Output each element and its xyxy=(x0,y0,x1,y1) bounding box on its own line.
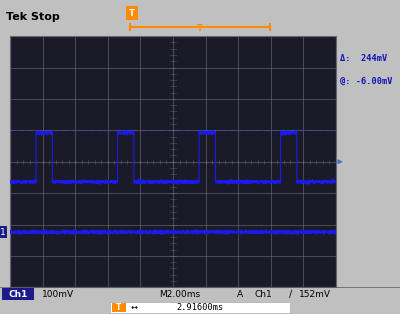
Text: M2.00ms: M2.00ms xyxy=(160,290,200,299)
FancyBboxPatch shape xyxy=(2,288,34,300)
Text: 2.91600ms: 2.91600ms xyxy=(176,303,224,312)
Text: 1: 1 xyxy=(0,228,6,236)
Text: A: A xyxy=(237,290,243,299)
Text: @: -6.00mV: @: -6.00mV xyxy=(340,77,392,86)
Text: ↔: ↔ xyxy=(131,303,138,312)
FancyBboxPatch shape xyxy=(112,303,126,312)
Text: T: T xyxy=(116,303,122,312)
Text: 100mV: 100mV xyxy=(42,290,74,299)
FancyBboxPatch shape xyxy=(126,6,138,20)
Text: ∕: ∕ xyxy=(289,289,293,299)
Text: T: T xyxy=(129,9,135,18)
Text: T: T xyxy=(197,24,203,34)
Text: 152mV: 152mV xyxy=(299,290,331,299)
Text: Δ:  244mV: Δ: 244mV xyxy=(340,54,387,62)
Text: Ch1: Ch1 xyxy=(254,290,272,299)
Text: Ch1: Ch1 xyxy=(8,290,28,299)
FancyBboxPatch shape xyxy=(110,302,290,313)
Text: Tek Stop: Tek Stop xyxy=(6,12,60,22)
